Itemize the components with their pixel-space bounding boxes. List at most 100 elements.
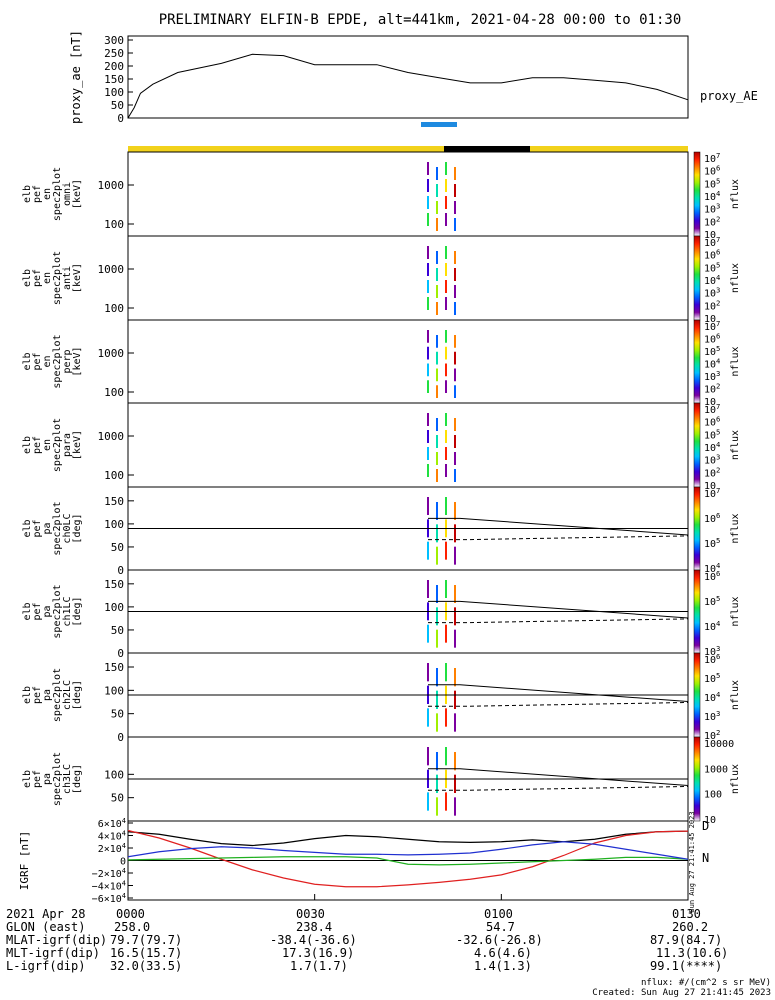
panel-ylabel-en-omni: elb <box>22 185 33 203</box>
panel-ylabel-pa-ch2LC: [deg] <box>72 680 83 710</box>
panel-ylabel-pa-ch1LC: pef <box>32 602 43 620</box>
panel-ylabel-en-anti: anti <box>62 266 73 290</box>
panel-ylabel-pa-ch0LC: pef <box>32 519 43 537</box>
colorbar-en-para <box>693 402 701 488</box>
panel-ylabel-pa-ch0LC: [deg] <box>72 513 83 543</box>
panel-ylabel-pa-ch0LC: spec2plot <box>52 501 63 555</box>
panel-ytick-label-pa-ch3LC: 100 <box>104 768 124 781</box>
panel-ytick-label-en-perp: 1000 <box>98 347 125 360</box>
colorbar-tick-pa-ch0LC: 104 <box>704 561 720 575</box>
proxy-ae-ytick-label: 50 <box>111 99 124 112</box>
panel-ytick-label-pa-ch0LC: 50 <box>111 541 124 554</box>
panel-ylabel-en-perp: spec2plot <box>52 334 63 388</box>
panel-ylabel-en-omni: spec2plot <box>52 167 63 221</box>
loss-cone-line-pa-ch0LC <box>428 517 689 536</box>
panel-ylabel-en-anti: spec2plot <box>52 251 63 305</box>
panel-ytick-label-en-para: 1000 <box>98 430 125 443</box>
igrf-ylabel: IGRF [nT] <box>18 831 31 891</box>
panel-ylabel-en-para: spec2plot <box>52 418 63 472</box>
panel-ylabel-pa-ch0LC: pa <box>42 522 53 534</box>
proxy-ae-ylabel: proxy_ae [nT] <box>69 30 83 124</box>
panel-ylabel-pa-ch0LC: elb <box>22 519 33 537</box>
panel-ylabel-en-anti: elb <box>22 269 33 287</box>
panel-ylabel-en-perp: en <box>42 355 53 367</box>
igrf-ytick-label: −6×104 <box>92 892 126 905</box>
colorbar-tick-pa-ch0LC: 106 <box>704 511 720 525</box>
igrf-line-x <box>127 829 689 888</box>
igrf-ytick-label: 0 <box>120 857 126 868</box>
colorbar-tick-en-para: 102 <box>704 465 720 479</box>
panel-ylabel-en-omni: en <box>42 188 53 200</box>
colorbar-en-anti <box>693 235 701 321</box>
colorbar-label-pa-ch0LC: nflux <box>730 513 741 543</box>
colorbar-tick-en-para: 104 <box>704 440 720 454</box>
colorbar-tick-pa-ch1LC: 105 <box>704 594 720 608</box>
panel-ylabel-en-omni: pef <box>32 185 43 203</box>
panel-ytick-label-pa-ch3LC: 50 <box>111 792 124 805</box>
colorbar-label-en-para: nflux <box>730 430 741 460</box>
colorbar-tick-en-para: 107 <box>704 402 720 416</box>
panel-ylabel-pa-ch1LC: elb <box>22 602 33 620</box>
colorbar-tick-pa-ch2LC: 102 <box>704 728 720 742</box>
colorbar-tick-pa-ch0LC: 105 <box>704 536 720 550</box>
colorbar-tick-en-perp: 106 <box>704 332 720 346</box>
panel-ylabel-en-perp: pef <box>32 352 43 370</box>
science-zone-bar <box>421 122 457 127</box>
proxy-ae-ytick-label: 200 <box>104 60 124 73</box>
igrf-legend-n: N <box>702 851 709 865</box>
colorbar-label-en-omni: nflux <box>730 179 741 209</box>
loss-cone-line-pa-ch3LC <box>428 768 689 787</box>
panel-ytick-label-pa-ch1LC: 100 <box>104 601 124 614</box>
panel-ytick-label-en-perp: 100 <box>104 386 124 399</box>
anti-loss-cone-line-pa-ch2LC <box>428 701 689 707</box>
loss-cone-line-pa-ch2LC <box>428 684 689 703</box>
panel-ylabel-pa-ch1LC: pa <box>42 605 53 617</box>
anti-loss-cone-line-pa-ch1LC <box>428 618 689 624</box>
panel-ytick-label-pa-ch2LC: 150 <box>104 661 124 674</box>
eclipse-bar <box>444 146 530 152</box>
colorbar-tick-pa-ch3LC: 10 <box>704 815 716 826</box>
igrf-line-total <box>127 830 689 847</box>
panel-ylabel-pa-ch3LC: pef <box>32 770 43 788</box>
panel-ylabel-pa-ch3LC: elb <box>22 770 33 788</box>
panel-ylabel-en-anti: en <box>42 272 53 284</box>
panel-ylabel-pa-ch0LC: ch0LC <box>62 513 73 543</box>
proxy-ae-ytick-label: 300 <box>104 34 124 47</box>
colorbar-tick-pa-ch1LC: 103 <box>704 644 720 658</box>
panel-ytick-label-en-omni: 100 <box>104 218 124 231</box>
proxy-ae-series-label: proxy_AE <box>700 89 758 103</box>
panel-ylabel-en-omni: omni <box>62 182 73 206</box>
igrf-ytick-label: 6×104 <box>98 817 126 830</box>
colorbar-tick-en-perp: 104 <box>704 357 720 371</box>
panel-ylabel-pa-ch3LC: pa <box>42 773 53 785</box>
colorbar-tick-pa-ch2LC: 105 <box>704 671 720 685</box>
colorbar-label-pa-ch1LC: nflux <box>730 596 741 626</box>
proxy-ae-ytick-label: 250 <box>104 47 124 60</box>
colorbar-en-omni <box>693 151 701 237</box>
colorbar-tick-pa-ch3LC: 10000 <box>704 739 734 750</box>
figure-title: PRELIMINARY ELFIN-B EPDE, alt=441km, 202… <box>159 12 682 28</box>
panel-frame-en-para <box>127 402 689 488</box>
colorbar-pa-ch0LC <box>693 486 701 571</box>
colorbar-tick-en-anti: 107 <box>704 235 720 249</box>
panel-ylabel-pa-ch1LC: ch1LC <box>62 596 73 626</box>
colorbar-tick-en-omni: 105 <box>704 176 720 190</box>
panel-ytick-label-pa-ch1LC: 50 <box>111 624 124 637</box>
panel-ylabel-en-para: para <box>62 433 73 457</box>
colorbar-tick-en-perp: 102 <box>704 382 720 396</box>
colorbar-tick-en-omni: 104 <box>704 189 720 203</box>
panel-ylabel-pa-ch2LC: spec2plot <box>52 668 63 722</box>
panel-ylabel-pa-ch2LC: pa <box>42 689 53 701</box>
panel-ytick-label-en-anti: 1000 <box>98 263 125 276</box>
igrf-line-y <box>127 856 689 866</box>
colorbar-tick-pa-ch1LC: 106 <box>704 569 720 583</box>
colorbar-tick-pa-ch0LC: 107 <box>704 486 720 500</box>
panel-ytick-label-pa-ch2LC: 0 <box>117 731 124 744</box>
panel-ytick-label-pa-ch0LC: 150 <box>104 495 124 508</box>
panel-ytick-label-pa-ch2LC: 100 <box>104 684 124 697</box>
proxy-ae-line <box>127 53 689 119</box>
panel-ylabel-pa-ch3LC: ch3LC <box>62 764 73 794</box>
colorbar-pa-ch1LC <box>693 569 701 654</box>
panel-ylabel-en-perp: perp <box>62 349 73 373</box>
